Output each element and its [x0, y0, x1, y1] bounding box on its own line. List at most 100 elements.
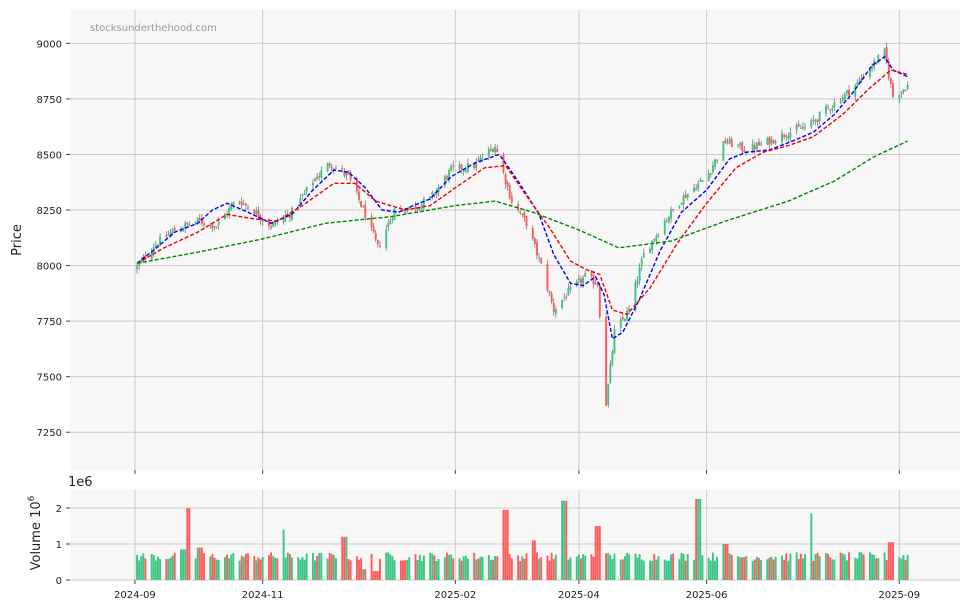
candle-body — [546, 263, 549, 291]
volume-bar — [900, 558, 903, 580]
volume-bar — [217, 559, 220, 580]
candle-body — [678, 205, 681, 208]
candle-body — [238, 201, 241, 204]
candle-body — [303, 192, 306, 195]
volume-bar — [196, 547, 199, 580]
volume-bar — [839, 552, 842, 580]
volume-bar — [203, 553, 205, 580]
candle-body — [722, 141, 725, 161]
volume-bar — [496, 556, 499, 580]
candle-body — [638, 267, 641, 282]
volume-bar — [211, 554, 214, 580]
candle-body — [770, 138, 773, 144]
volume-bar — [781, 555, 783, 580]
volume-bar — [877, 558, 880, 580]
candle-body — [194, 222, 197, 224]
volume-bar — [582, 554, 585, 580]
volume-bar — [665, 560, 668, 580]
candle-body — [554, 308, 557, 314]
volume-bar — [437, 558, 440, 580]
candle-body — [448, 170, 450, 180]
volume-bar — [433, 555, 436, 580]
candle-body — [672, 209, 675, 211]
volume-bar — [531, 540, 534, 580]
candle-body — [613, 329, 616, 354]
candle-body — [665, 220, 668, 222]
candle-body — [360, 201, 363, 207]
candle-body — [343, 171, 346, 176]
volume-bar — [889, 542, 892, 580]
candle-body — [875, 61, 878, 64]
volume-bar — [150, 554, 153, 580]
volume-bar — [699, 499, 702, 580]
candle-body — [590, 272, 593, 276]
candle-body — [533, 238, 536, 245]
candle-body — [414, 205, 417, 210]
volume-bar — [494, 555, 497, 580]
volume-bar — [343, 536, 346, 580]
volume-bar — [636, 557, 639, 580]
candle-body — [385, 229, 388, 249]
candle-body — [818, 111, 821, 122]
volume-bar — [663, 559, 666, 580]
moving-average-line-ma_fast — [136, 55, 908, 341]
volume-bar — [730, 555, 733, 580]
candle-body — [781, 132, 783, 143]
candle-body — [699, 180, 702, 182]
candle-body — [575, 281, 578, 286]
volume-bar — [144, 558, 147, 580]
volume-bar — [165, 558, 168, 580]
volume-bar — [282, 529, 285, 580]
candle-body — [885, 46, 888, 63]
candle-body — [724, 139, 727, 143]
candle-body — [804, 126, 806, 128]
volume-bar — [226, 554, 229, 580]
volume-bar — [314, 560, 316, 580]
volume-bar — [448, 554, 450, 580]
candle-body — [253, 209, 256, 215]
candle-body — [393, 208, 396, 220]
volume-bar — [827, 553, 830, 580]
candle-body — [607, 383, 610, 405]
volume-bar — [818, 556, 821, 580]
volume-bar — [473, 552, 476, 580]
price-axis-label: Price — [10, 224, 25, 256]
candle-body — [848, 89, 850, 96]
volume-bar — [318, 553, 321, 580]
volume-bar — [540, 557, 543, 580]
volume-bar — [188, 508, 191, 580]
volume-bar — [538, 558, 541, 580]
volume-bar — [575, 556, 578, 580]
volume-bar — [667, 560, 670, 580]
candle-body — [856, 81, 859, 86]
volume-bar — [885, 560, 888, 580]
volume-bar — [244, 553, 247, 580]
volume-bar — [739, 557, 742, 580]
candle-body — [550, 293, 553, 302]
volume-bar — [140, 556, 143, 580]
volume-bar — [284, 557, 287, 580]
volume-bar — [458, 558, 461, 580]
candle-body — [536, 242, 538, 256]
candle-body — [898, 95, 901, 99]
volume-bar — [714, 560, 716, 580]
volume-bar — [420, 560, 423, 580]
candle-body — [473, 163, 476, 169]
candle-body — [611, 351, 614, 365]
volume-bar — [259, 559, 262, 580]
candle-body — [345, 172, 348, 176]
candle-body — [716, 159, 719, 161]
candle-body — [372, 226, 375, 233]
volume-bar — [358, 559, 360, 580]
watermark-text: stocksunderthehood.com — [90, 23, 217, 34]
volume-bar — [768, 557, 771, 580]
candle-body — [203, 223, 205, 226]
candle-body — [707, 172, 710, 182]
volume-bar — [291, 557, 293, 580]
volume-bar — [240, 555, 243, 580]
volume-bar — [502, 509, 505, 580]
volume-bar — [741, 557, 744, 580]
volume-bar — [783, 559, 786, 580]
candle-body — [663, 221, 666, 235]
volume-bar — [743, 557, 746, 580]
